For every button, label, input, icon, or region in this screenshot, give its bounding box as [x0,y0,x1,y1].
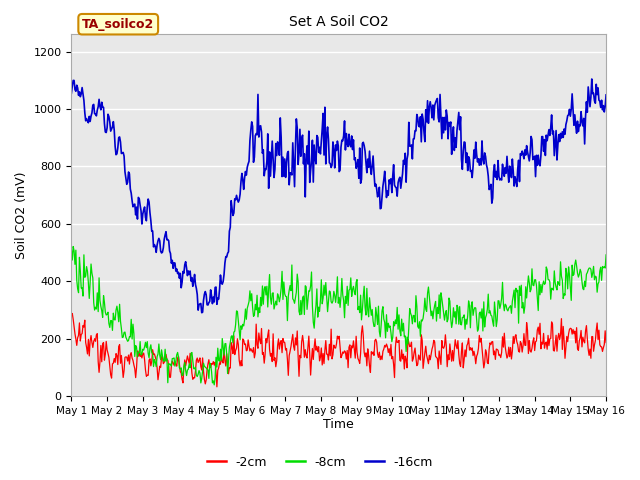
Text: TA_soilco2: TA_soilco2 [82,18,154,31]
Legend: -2cm, -8cm, -16cm: -2cm, -8cm, -16cm [202,451,438,474]
Y-axis label: Soil CO2 (mV): Soil CO2 (mV) [15,171,28,259]
X-axis label: Time: Time [323,419,354,432]
Title: Set A Soil CO2: Set A Soil CO2 [289,15,388,29]
